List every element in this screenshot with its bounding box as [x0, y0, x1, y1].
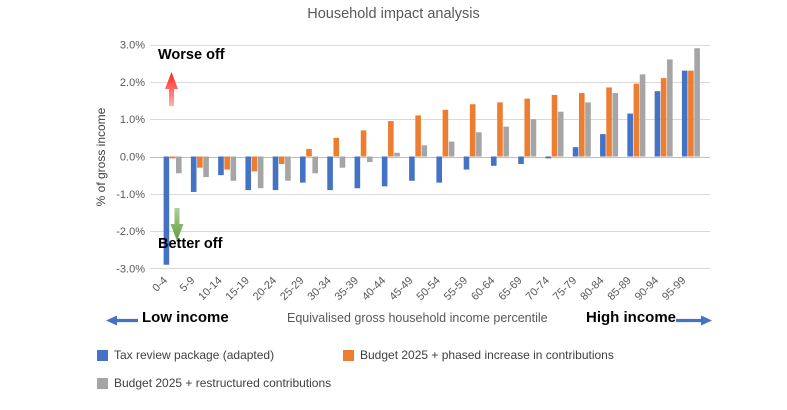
svg-text:45-49: 45-49 [387, 275, 415, 303]
svg-text:40-44: 40-44 [360, 275, 388, 303]
svg-text:85-89: 85-89 [605, 275, 633, 303]
svg-text:60-64: 60-64 [469, 275, 497, 303]
svg-text:0.0%: 0.0% [120, 152, 145, 164]
svg-text:10-14: 10-14 [196, 275, 224, 303]
chart-title: Household impact analysis [307, 6, 480, 22]
svg-text:35-39: 35-39 [333, 275, 361, 303]
legend-swatch-orange-icon [343, 349, 354, 361]
legend-item-budget-phased-increase: Budget 2025 + phased increase in contrib… [343, 348, 614, 362]
svg-text:0-4: 0-4 [150, 275, 170, 295]
svg-text:50-54: 50-54 [415, 275, 443, 303]
x-axis-title: Equivalised gross household income perce… [287, 311, 548, 325]
low-income-label: Low income [142, 309, 229, 326]
svg-text:55-59: 55-59 [442, 275, 470, 303]
legend-swatch-blue-icon [97, 349, 108, 361]
svg-text:2.0%: 2.0% [120, 77, 145, 89]
svg-text:30-34: 30-34 [305, 275, 333, 303]
legend-item-budget-restructured: Budget 2025 + restructured contributions [97, 376, 331, 390]
svg-text:5-9: 5-9 [178, 275, 198, 295]
svg-text:70-74: 70-74 [524, 275, 552, 303]
svg-text:80-84: 80-84 [578, 275, 606, 303]
legend-label: Tax review package (adapted) [114, 348, 275, 362]
legend-item-tax-review-package: Tax review package (adapted) [97, 348, 274, 362]
svg-text:90-94: 90-94 [633, 275, 661, 303]
legend-label: Budget 2025 + restructured contributions [114, 376, 332, 390]
svg-text:95-99: 95-99 [660, 275, 688, 303]
svg-text:20-24: 20-24 [251, 275, 279, 303]
svg-text:-1.0%: -1.0% [116, 189, 145, 201]
svg-text:-2.0%: -2.0% [116, 226, 145, 238]
y-axis-title: % of gross income [94, 107, 108, 207]
svg-text:3.0%: 3.0% [120, 40, 145, 52]
svg-text:1.0%: 1.0% [120, 114, 145, 126]
svg-text:-3.0%: -3.0% [116, 263, 145, 275]
svg-text:75-79: 75-79 [551, 275, 579, 303]
svg-text:65-69: 65-69 [496, 275, 524, 303]
high-income-label: High income [586, 309, 677, 326]
legend-swatch-gray-icon [97, 377, 108, 389]
better-off-label: Better off [158, 236, 223, 252]
legend-label: Budget 2025 + phased increase in contrib… [360, 348, 614, 362]
svg-text:25-29: 25-29 [278, 275, 306, 303]
worse-off-label: Worse off [158, 47, 225, 63]
svg-text:15-19: 15-19 [224, 275, 252, 303]
